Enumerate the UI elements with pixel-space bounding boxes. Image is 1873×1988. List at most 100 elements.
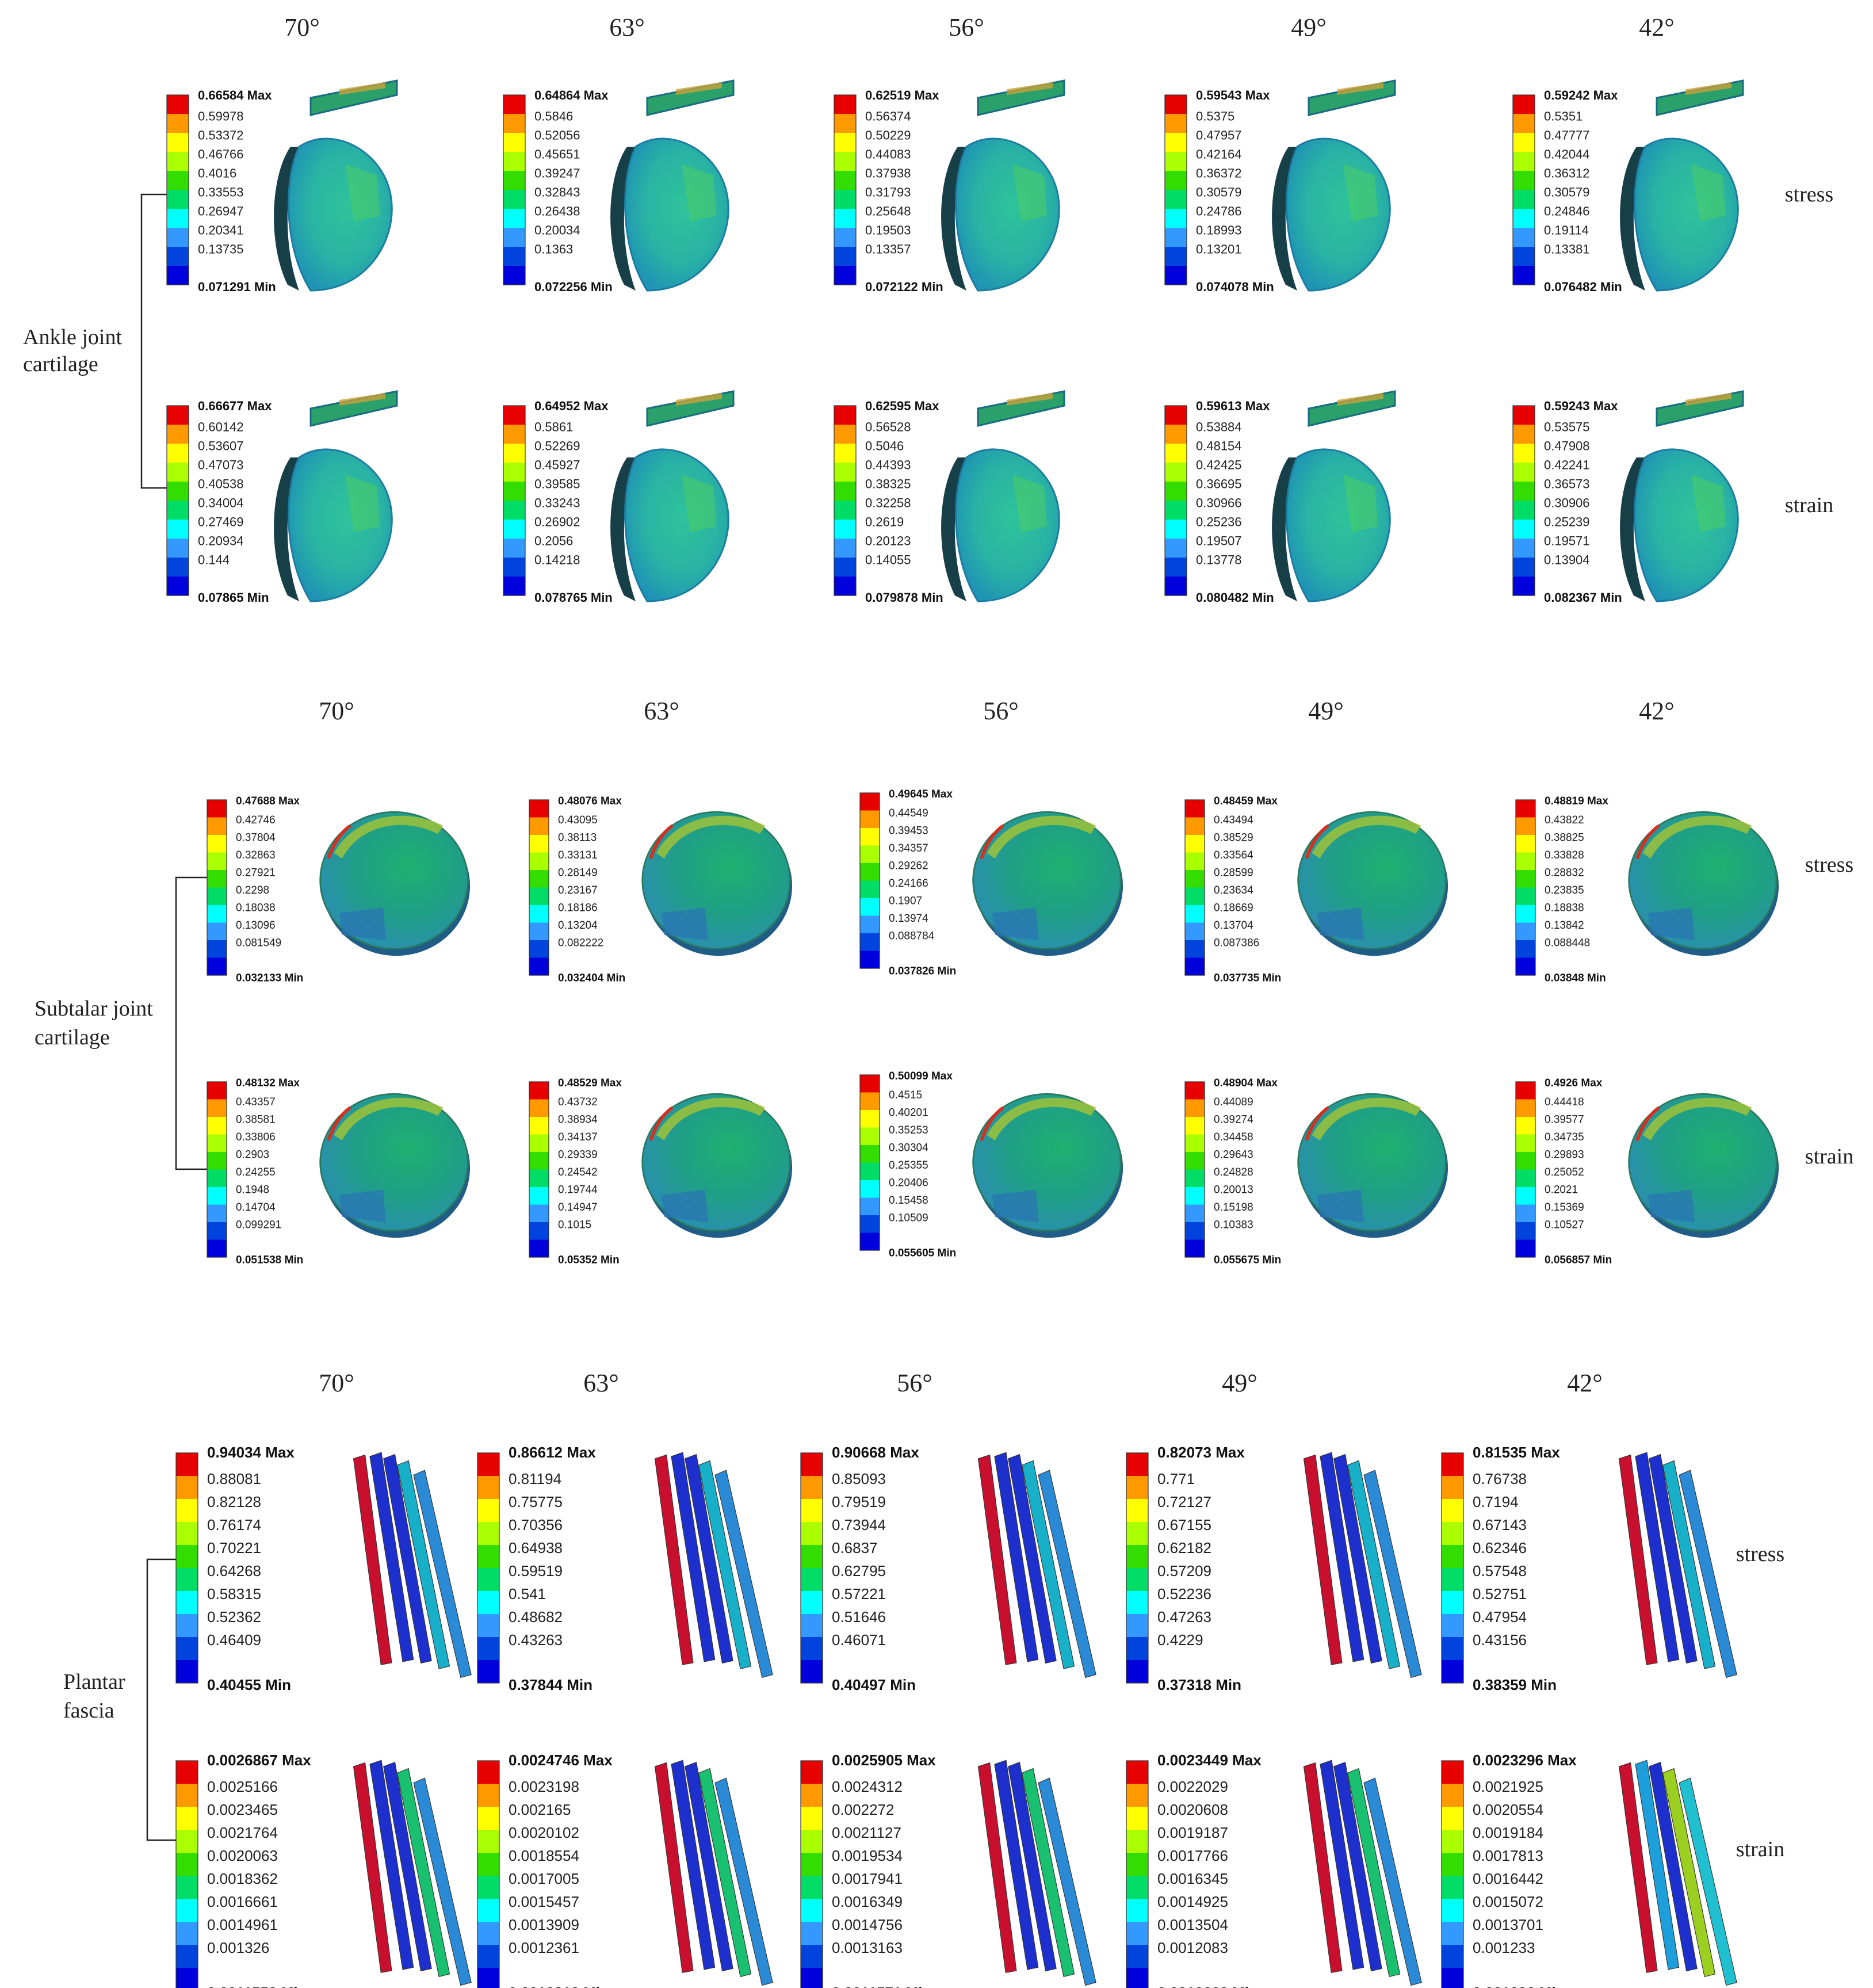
colorbar-swatch [176, 1614, 198, 1637]
legend-value: 0.34004 [198, 496, 244, 510]
colorbar-legend: 0.49645 Max 0.44549 0.39453 0.34357 0.29262 0… [859, 788, 956, 978]
colorbar-swatch [503, 190, 525, 209]
colorbar-swatch [860, 1197, 880, 1215]
legend-value: 0.19114 [1544, 223, 1589, 238]
colorbar-swatch [176, 1853, 198, 1876]
legend-value: 0.2903 [236, 1149, 269, 1161]
plantar-fascia-model [1303, 1760, 1422, 1986]
strip-highlight [1007, 82, 1053, 95]
colorbar-swatch [1516, 1169, 1535, 1187]
legend-value: 0.33828 [1545, 849, 1584, 861]
colorbar-swatch [1185, 1222, 1205, 1240]
legend-value: 0.18186 [558, 902, 598, 914]
legend-value: 0.39274 [1214, 1114, 1253, 1126]
colorbar-swatch [1126, 1637, 1148, 1660]
legend-value: 0.33806 [236, 1131, 276, 1143]
colorbar-swatch [801, 1476, 823, 1499]
legend-min-value: 0.055605 Min [889, 1247, 956, 1260]
angle-label: 70° [319, 697, 354, 725]
legend-value: 0.0020554 [1473, 1801, 1543, 1818]
colorbar-swatch [1516, 1239, 1535, 1257]
colorbar-swatch [207, 1239, 227, 1257]
colorbar-swatch [1516, 870, 1535, 888]
legend-max-value: 0.94034 Max [207, 1444, 295, 1461]
colorbar-swatch [860, 1110, 880, 1128]
legend-value: 0.5046 [865, 439, 904, 453]
cartilage-side [1272, 457, 1300, 601]
colorbar-legend: 0.59242 Max 0.5351 0.47777 0.42044 0.36312 0.… [1512, 88, 1622, 294]
colorbar-swatch [834, 171, 856, 190]
colorbar-swatch [207, 1222, 227, 1240]
legend-value: 0.43494 [1214, 814, 1253, 826]
subtalar-cartilage-model [972, 811, 1123, 956]
colorbar-swatch [1165, 406, 1187, 425]
legend-value: 0.18038 [236, 902, 276, 914]
legend-value: 0.33564 [1214, 849, 1253, 861]
legend-value: 0.38825 [1545, 832, 1584, 844]
colorbar-swatch [834, 501, 856, 520]
legend-value: 0.0019184 [1473, 1824, 1543, 1841]
colorbar-swatch [176, 1784, 198, 1807]
colorbar-legend: 0.59243 Max 0.53575 0.47908 0.42241 0.36573 0… [1512, 399, 1622, 605]
colorbar-swatch [176, 1968, 198, 1988]
colorbar-swatch [834, 520, 856, 539]
legend-value: 0.57221 [832, 1585, 886, 1602]
colorbar-swatch [207, 817, 227, 835]
legend-value: 0.56374 [865, 109, 911, 124]
colorbar-frame [207, 1081, 227, 1258]
colorbar-swatch [1165, 463, 1187, 482]
disc-max-edge [980, 824, 1004, 859]
colorbar-frame [1512, 405, 1535, 596]
legend-value: 0.0016345 [1157, 1870, 1228, 1887]
angle-label: 49° [1308, 697, 1344, 725]
legend-value: 0.0021764 [207, 1824, 278, 1841]
colorbar-swatch [167, 133, 189, 152]
colorbar-swatch [176, 1876, 198, 1899]
legend-value: 0.19507 [1196, 534, 1242, 548]
colorbar-swatch [1442, 1761, 1463, 1784]
colorbar-swatch [529, 957, 549, 975]
fascia-band [1649, 1453, 1698, 1664]
colorbar-swatch [860, 1215, 880, 1233]
ankle-cartilage-model [274, 79, 398, 292]
legend-value: 0.10527 [1545, 1219, 1584, 1231]
disc-low-zone [662, 1189, 708, 1223]
colorbar-swatch [1126, 1476, 1148, 1499]
legend-value: 0.70221 [207, 1539, 261, 1556]
legend-value: 0.0013701 [1473, 1916, 1543, 1933]
colorbar-swatch [801, 1945, 823, 1968]
fascia-band [1320, 1452, 1364, 1662]
colorbar-swatch [167, 114, 189, 133]
colorbar-swatch [207, 887, 227, 905]
colorbar-swatch [207, 870, 227, 888]
legend-value: 0.4016 [198, 166, 236, 181]
group-label: Ankle joint [23, 325, 122, 349]
legend-min-value: 0.071291 Min [198, 280, 276, 294]
colorbar-swatch [860, 1180, 880, 1198]
colorbar-swatch [1442, 1922, 1463, 1945]
colorbar-swatch [529, 1152, 549, 1170]
group-2: 70° 63° 56° 49° 42° Plantar fascia stress 0.9403… [63, 1369, 1784, 1988]
colorbar-legend: 0.64952 Max 0.5861 0.52269 0.45927 0.39585 0.… [503, 399, 613, 605]
fascia-band [1021, 1768, 1075, 1978]
colorbar-swatch [529, 1239, 549, 1257]
colorbar-swatch [176, 1453, 198, 1476]
legend-min-value: 0.080482 Min [1196, 590, 1274, 605]
disc-max-edge [649, 1106, 674, 1141]
ankle-cartilage-model [274, 390, 398, 602]
colorbar-swatch [1126, 1499, 1148, 1522]
legend-value: 0.28599 [1214, 867, 1253, 879]
colorbar-swatch [1516, 835, 1535, 853]
colorbar-swatch [207, 957, 227, 975]
disc-low-zone [992, 1189, 1039, 1223]
legend-value: 0.0021925 [1473, 1778, 1543, 1795]
colorbar-swatch [207, 1169, 227, 1187]
colorbar-swatch [207, 922, 227, 940]
colorbar-swatch [1513, 463, 1535, 482]
legend-value: 0.0017766 [1157, 1847, 1228, 1864]
colorbar-swatch [529, 1169, 549, 1187]
disc-rim-high [1312, 815, 1421, 858]
fascia-band [1320, 1760, 1364, 1970]
colorbar-swatch [1442, 1807, 1463, 1830]
colorbar-swatch [503, 406, 525, 425]
